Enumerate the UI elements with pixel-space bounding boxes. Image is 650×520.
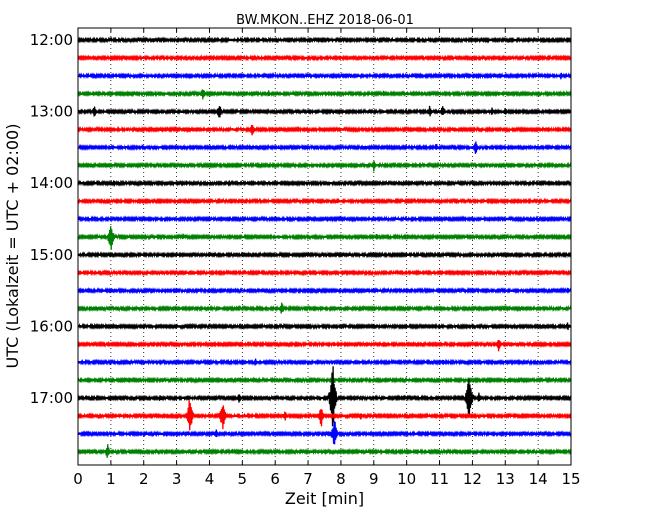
x-tick-label-5: 5 [238, 470, 248, 488]
seismic-traces [77, 36, 572, 458]
chart-title: BW.MKON..EHZ 2018-06-01 [236, 13, 414, 28]
trace-1200 [77, 36, 572, 44]
trace-1345 [77, 161, 572, 172]
trace-1630 [77, 358, 572, 367]
trace-1445 [77, 226, 572, 250]
trace-1515 [77, 268, 572, 277]
x-tick-label-0: 0 [73, 470, 83, 488]
x-tick-label-14: 14 [529, 470, 548, 488]
y-tick-label-15:00: 15:00 [30, 246, 73, 264]
plot-frame [77, 27, 572, 466]
trace-1230 [77, 71, 572, 80]
x-tick-label-4: 4 [205, 470, 215, 488]
x-tick-label-12: 12 [463, 470, 482, 488]
y-tick-label-16:00: 16:00 [30, 317, 73, 335]
y-tick-label-17:00: 17:00 [30, 389, 73, 407]
x-tick-label-9: 9 [369, 470, 379, 488]
trace-1415 [77, 197, 572, 205]
trace-1400 [77, 179, 572, 188]
y-tick-label-12:00: 12:00 [30, 31, 73, 49]
x-tick-label-1: 1 [106, 470, 116, 488]
trace-1215 [77, 54, 572, 62]
trace-1315 [77, 124, 572, 136]
trace-1300 [77, 105, 572, 118]
x-tick-label-2: 2 [139, 470, 149, 488]
x-tick-label-6: 6 [270, 470, 280, 488]
trace-1600 [77, 322, 572, 331]
trace-1715 [77, 400, 572, 431]
x-tick-label-15: 15 [561, 470, 580, 488]
x-tick-label-3: 3 [172, 470, 182, 488]
x-tick-label-11: 11 [430, 470, 449, 488]
trace-1745 [77, 444, 572, 458]
trace-1700 [77, 366, 572, 427]
x-axis: 0 1 2 3 4 5 6 7 8 9 10 11 12 13 14 15 [73, 28, 581, 488]
x-tick-label-13: 13 [496, 470, 515, 488]
trace-1500 [77, 251, 572, 259]
trace-1330 [77, 141, 572, 154]
y-tick-label-13:00: 13:00 [30, 103, 73, 121]
trace-1545 [77, 302, 572, 314]
y-axis-label: UTC (Lokalzeit = UTC + 02:00) [3, 124, 22, 369]
grid-lines [110, 28, 539, 465]
y-axis: 12:00 13:00 14:00 15:00 16:00 17:00 [30, 31, 571, 407]
x-tick-label-8: 8 [336, 470, 346, 488]
trace-1645 [77, 376, 572, 384]
trace-1245 [77, 89, 572, 100]
trace-1530 [77, 286, 572, 295]
x-axis-label: Zeit [min] [285, 489, 364, 508]
x-tick-label-10: 10 [397, 470, 416, 488]
trace-1430 [77, 215, 572, 223]
x-tick-label-7: 7 [303, 470, 313, 488]
y-tick-label-14:00: 14:00 [30, 174, 73, 192]
trace-1730 [77, 421, 572, 445]
trace-1615 [77, 340, 572, 352]
